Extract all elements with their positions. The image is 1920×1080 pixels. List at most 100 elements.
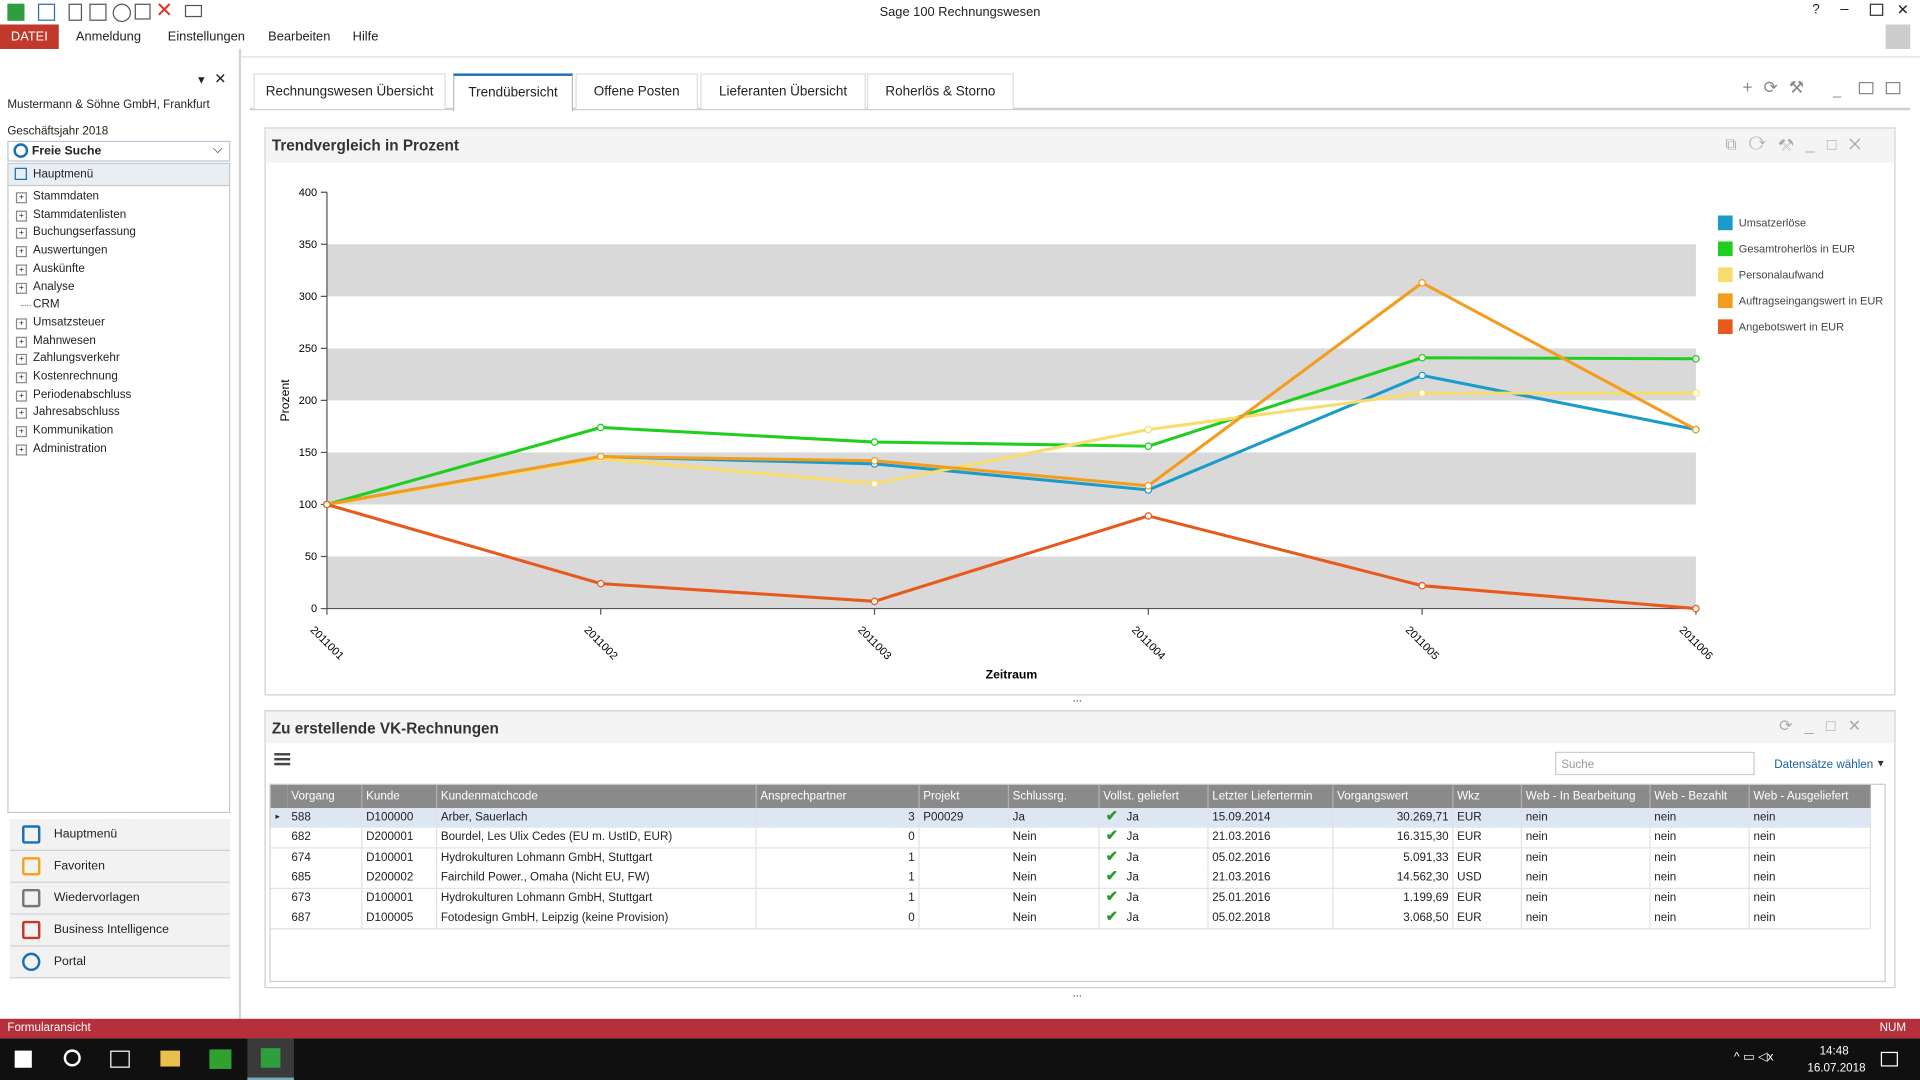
- tree-expander[interactable]: +: [15, 228, 27, 240]
- column-header[interactable]: Projekt: [919, 784, 1009, 809]
- sidebar-close[interactable]: ✕: [214, 69, 227, 87]
- record-select-arrow[interactable]: ▼: [1875, 757, 1886, 769]
- nav-button[interactable]: Business Intelligence: [9, 914, 231, 947]
- nav-button[interactable]: Wiedervorlagen: [9, 882, 231, 915]
- nav-button[interactable]: Hauptmenü: [9, 819, 231, 852]
- column-header[interactable]: Wkz: [1453, 784, 1523, 809]
- tree-expander[interactable]: +: [15, 282, 27, 294]
- tree-expander[interactable]: +: [15, 336, 27, 348]
- tree-item[interactable]: Kommunikation: [33, 423, 114, 438]
- search-button[interactable]: [63, 1049, 81, 1067]
- scrollbar[interactable]: [1872, 808, 1884, 979]
- toolbar-icon[interactable]: [184, 4, 203, 18]
- tree-expander[interactable]: +: [15, 354, 27, 366]
- notifications[interactable]: [1880, 1051, 1898, 1067]
- tree-item[interactable]: CRM: [33, 297, 60, 312]
- tree-item[interactable]: Umsatzsteuer: [33, 315, 105, 330]
- table-search[interactable]: Suche: [1555, 751, 1755, 776]
- tree-expander[interactable]: +: [15, 264, 27, 276]
- menu-item[interactable]: DATEI: [0, 24, 59, 49]
- toolbar-icon[interactable]: [37, 3, 56, 21]
- tab-maximize[interactable]: [1858, 82, 1874, 95]
- column-header[interactable]: Vollst. geliefert: [1099, 784, 1209, 809]
- tab-restore[interactable]: [1885, 82, 1901, 95]
- column-header[interactable]: Vorgang: [287, 784, 363, 809]
- tree-item[interactable]: Stammdaten: [33, 189, 100, 204]
- close-doc-icon[interactable]: ✕: [155, 0, 173, 23]
- search-dropdown[interactable]: ⌵: [213, 143, 223, 157]
- menu-item[interactable]: Bearbeiten: [268, 29, 331, 45]
- tree-item[interactable]: Administration: [33, 441, 107, 456]
- taskbar-app[interactable]: [209, 1049, 232, 1069]
- user-avatar[interactable]: [1885, 24, 1911, 49]
- tree-expander[interactable]: +: [15, 372, 27, 384]
- tree-expander[interactable]: +: [15, 318, 27, 330]
- explorer-app[interactable]: [160, 1050, 180, 1067]
- column-header[interactable]: Letzter Liefertermin: [1208, 784, 1334, 809]
- help-button[interactable]: ?: [1812, 2, 1820, 18]
- tree-item[interactable]: Kostenrechnung: [33, 369, 118, 384]
- menu-button[interactable]: [274, 753, 291, 756]
- tree-expander[interactable]: +: [15, 390, 27, 402]
- tree-item[interactable]: Periodenabschluss: [33, 387, 132, 402]
- tray-icons[interactable]: ^ ▭ ◁x: [1733, 1050, 1774, 1065]
- tab[interactable]: Lieferanten Übersicht: [700, 73, 866, 109]
- tree-expander[interactable]: +: [15, 246, 27, 258]
- toolbar-icon[interactable]: [68, 3, 83, 21]
- column-header[interactable]: Web - Ausgeliefert: [1749, 784, 1872, 809]
- tree-item[interactable]: Buchungserfassung: [33, 225, 136, 240]
- tab[interactable]: Trendübersicht: [453, 73, 574, 112]
- panel-tools[interactable]: ⟳_□✕: [1779, 716, 1874, 735]
- tree-item[interactable]: Stammdatenlisten: [33, 207, 127, 222]
- column-header[interactable]: Schlussrg.: [1008, 784, 1100, 809]
- sidebar-border: [238, 48, 242, 1019]
- record-select[interactable]: Datensätze wählen: [1774, 757, 1874, 772]
- column-header[interactable]: Kundenmatchcode: [437, 784, 757, 809]
- toolbar-icon[interactable]: [112, 3, 132, 23]
- tree-expander[interactable]: +: [15, 210, 27, 222]
- restore-button[interactable]: [1869, 3, 1884, 16]
- tree-expander[interactable]: +: [15, 426, 27, 438]
- task-view[interactable]: [110, 1050, 130, 1068]
- column-header[interactable]: Kunde: [362, 784, 438, 809]
- panel-title: Trendvergleich in Prozent: [271, 137, 459, 155]
- nav-button[interactable]: Portal: [9, 946, 231, 979]
- column-header[interactable]: Web - Bezahlt: [1650, 784, 1750, 809]
- menu-item[interactable]: Einstellungen: [167, 29, 245, 45]
- tab-minimize[interactable]: _: [1833, 80, 1842, 98]
- tab[interactable]: Offene Posten: [575, 73, 698, 109]
- tree-expander[interactable]: +: [15, 444, 27, 456]
- table-row[interactable]: [270, 908, 1872, 930]
- column-header[interactable]: Web - In Bearbeitung: [1522, 784, 1651, 809]
- active-app[interactable]: [247, 1038, 294, 1080]
- column-header[interactable]: Vorgangswert: [1333, 784, 1454, 809]
- table-cell: 30.269,71: [1333, 808, 1454, 828]
- tree-expander[interactable]: +: [15, 408, 27, 420]
- splitter[interactable]: ...: [1072, 691, 1082, 705]
- close-button[interactable]: ✕: [1896, 1, 1910, 19]
- splitter[interactable]: ...: [1072, 986, 1082, 1000]
- x-axis-title: Zeitraum: [986, 667, 1038, 681]
- menu-item[interactable]: Anmeldung: [75, 29, 141, 45]
- start-button[interactable]: [14, 1050, 32, 1068]
- column-header[interactable]: Ansprechpartner: [756, 784, 920, 809]
- tree-item[interactable]: Analyse: [33, 279, 75, 294]
- tab[interactable]: Rechnungswesen Übersicht: [253, 73, 446, 109]
- minimize-button[interactable]: –: [1840, 0, 1849, 18]
- tree-expander[interactable]: +: [15, 192, 27, 204]
- tab-tools[interactable]: +⟳⚒: [1742, 77, 1816, 97]
- tree-item[interactable]: Zahlungsverkehr: [33, 351, 120, 366]
- panel-tools[interactable]: ⧉⟳⚒_□✕: [1725, 134, 1874, 154]
- tab[interactable]: Roherlös & Storno: [866, 73, 1014, 109]
- toolbar-icon[interactable]: [89, 3, 107, 21]
- sidebar-dropdown[interactable]: ▼: [195, 73, 207, 86]
- tree-item[interactable]: Auskünfte: [33, 261, 85, 276]
- tree-item[interactable]: Auswertungen: [33, 243, 108, 258]
- table-cell: 3: [757, 808, 920, 828]
- tree-item[interactable]: Jahresabschluss: [33, 405, 120, 420]
- nav-button[interactable]: Favoriten: [9, 851, 231, 883]
- toolbar-icon[interactable]: [134, 3, 151, 20]
- search-box[interactable]: Freie Suche ⌵: [7, 140, 231, 162]
- menu-item[interactable]: Hilfe: [352, 29, 379, 45]
- tree-item[interactable]: Mahnwesen: [33, 333, 96, 348]
